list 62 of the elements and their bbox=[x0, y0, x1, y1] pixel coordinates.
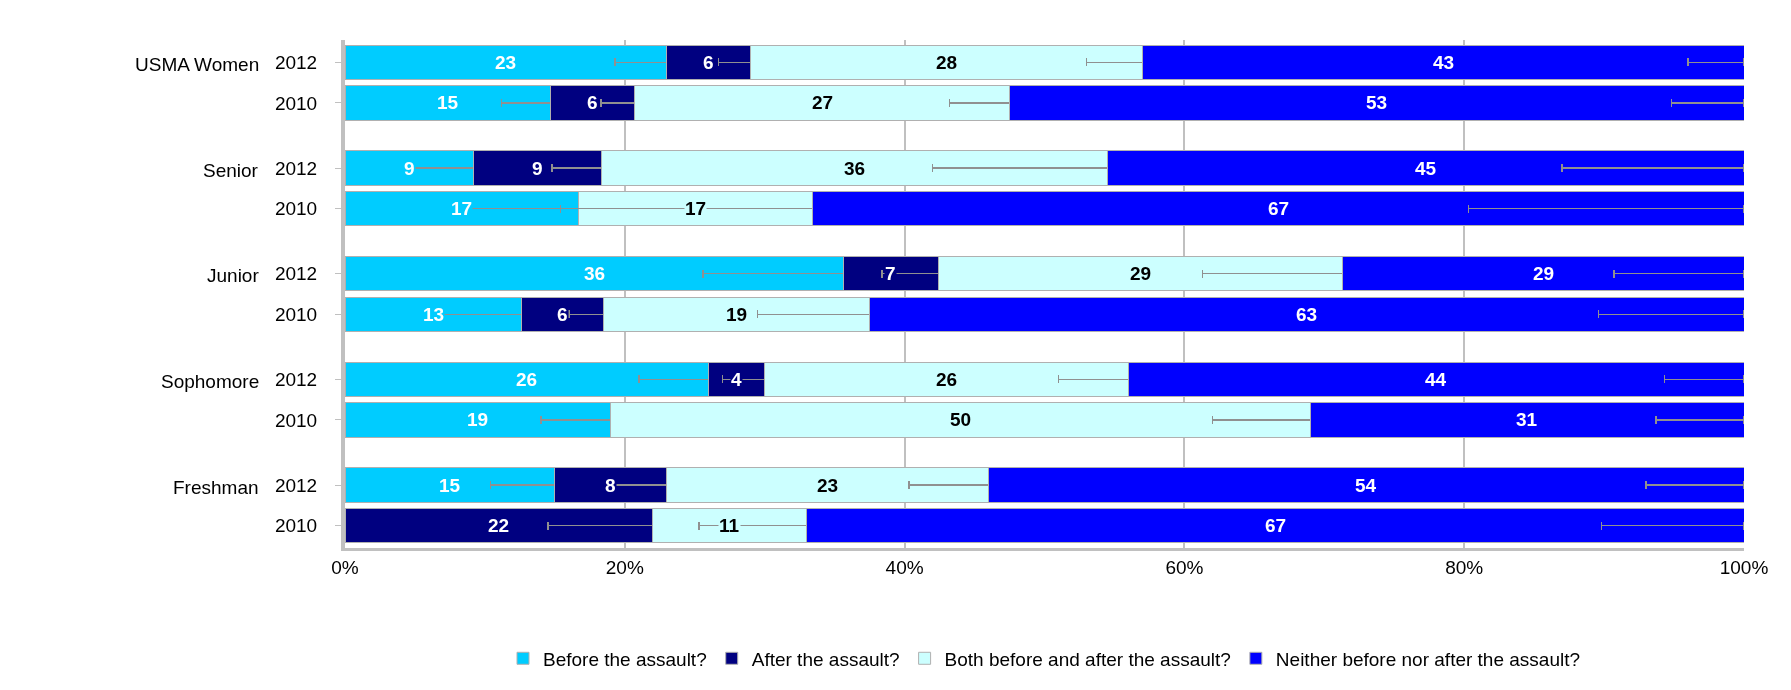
data-label: 53 bbox=[1366, 92, 1388, 113]
legend-label: Both before and after the assault? bbox=[944, 648, 1231, 670]
data-label: 26 bbox=[936, 369, 958, 390]
text: USMA Women bbox=[135, 54, 260, 75]
data-label: 43 bbox=[1433, 52, 1455, 73]
data-label: 15 bbox=[437, 92, 459, 113]
data-label: 23 bbox=[495, 52, 517, 73]
data-label: 29 bbox=[1130, 263, 1152, 284]
data-label: 67 bbox=[1265, 515, 1287, 536]
data-label: 17 bbox=[685, 198, 707, 219]
data-label: 15 bbox=[439, 475, 461, 496]
y-tick-label: 2010 bbox=[274, 515, 318, 537]
data-label: 67 bbox=[1268, 198, 1290, 219]
x-tick-label: 80% bbox=[1445, 556, 1484, 578]
data-label: 8 bbox=[605, 475, 616, 496]
y-tick-label: 2010 bbox=[274, 92, 318, 114]
text: Sophomore bbox=[161, 371, 260, 392]
y-tick-label: 2012 bbox=[274, 474, 318, 496]
data-label: 7 bbox=[885, 263, 896, 284]
x-tick-label: 0% bbox=[331, 556, 359, 578]
y-tick-label: 2012 bbox=[274, 368, 318, 390]
text: Freshman bbox=[173, 477, 259, 498]
x-tick-label: 40% bbox=[885, 556, 924, 578]
x-tick-label: 60% bbox=[1165, 556, 1204, 578]
data-label: 31 bbox=[1516, 409, 1538, 430]
data-label: 9 bbox=[404, 158, 415, 179]
x-tick-label: 20% bbox=[605, 556, 644, 578]
data-label: 63 bbox=[1296, 304, 1318, 325]
data-label: 50 bbox=[950, 409, 972, 430]
data-label: 36 bbox=[844, 158, 866, 179]
y-tick-label: 2012 bbox=[274, 263, 318, 285]
data-label: 6 bbox=[587, 92, 598, 113]
data-label: 26 bbox=[516, 369, 538, 390]
data-label: 19 bbox=[467, 409, 489, 430]
data-label: 13 bbox=[423, 304, 445, 325]
data-label: 27 bbox=[812, 92, 834, 113]
y-tick-label: 2010 bbox=[274, 198, 318, 220]
y-tick-label: 2010 bbox=[274, 303, 318, 325]
legend-label: Neither before nor after the assault? bbox=[1275, 648, 1581, 670]
data-label: 28 bbox=[936, 52, 958, 73]
data-label: 9 bbox=[532, 158, 543, 179]
data-label: 22 bbox=[488, 515, 510, 536]
text: Senior bbox=[203, 160, 259, 181]
data-label: 6 bbox=[557, 304, 568, 325]
data-label: 23 bbox=[817, 475, 839, 496]
data-label: 44 bbox=[1425, 369, 1447, 390]
y-tick-label: 2012 bbox=[274, 52, 318, 73]
data-label: 6 bbox=[703, 52, 714, 73]
data-label: 45 bbox=[1415, 158, 1437, 179]
data-label: 29 bbox=[1533, 263, 1555, 284]
x-tick-label: 100% bbox=[1719, 556, 1769, 578]
y-tick-label: 2010 bbox=[274, 409, 318, 431]
legend-label: Before the assault? bbox=[543, 648, 707, 670]
y-tick-label: 2012 bbox=[274, 157, 318, 179]
data-label: 4 bbox=[731, 369, 742, 390]
legend-label: After the assault? bbox=[751, 648, 900, 670]
data-label: 54 bbox=[1355, 475, 1377, 496]
data-label: 17 bbox=[451, 198, 473, 219]
data-label: 11 bbox=[719, 515, 740, 536]
text: Junior bbox=[207, 265, 260, 286]
data-label: 36 bbox=[584, 263, 606, 284]
data-label: 19 bbox=[726, 304, 748, 325]
